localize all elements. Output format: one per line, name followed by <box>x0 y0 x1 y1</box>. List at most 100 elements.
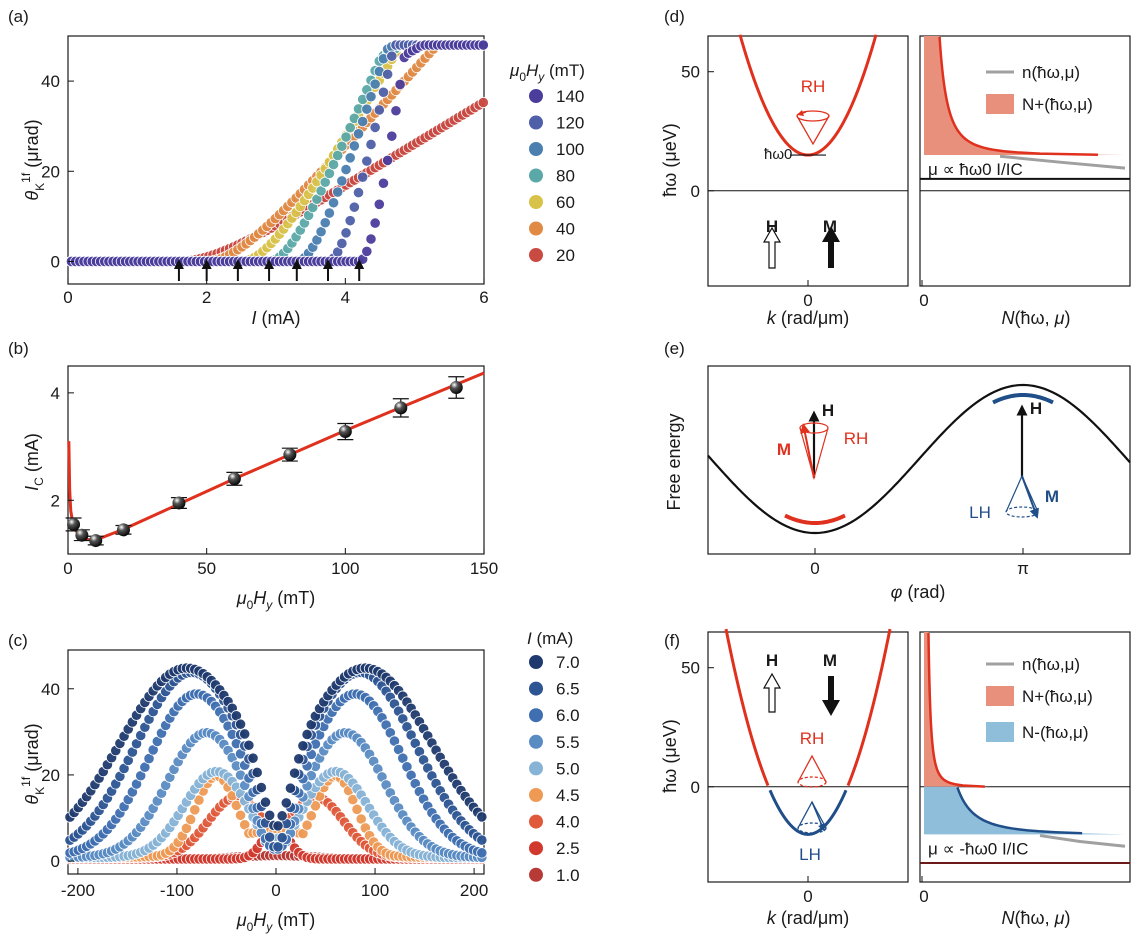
data-point <box>477 96 489 109</box>
legend-label: 100 <box>556 140 584 159</box>
marker <box>172 496 186 510</box>
data-point <box>247 752 259 764</box>
data-point <box>189 804 201 816</box>
panel-a-legend: μ0Hy (mT) 140 120 100 80 60 40 20 <box>509 61 585 265</box>
panel-e: 0 π H M RH H M LH Free energy φ (rad) <box>664 365 1131 602</box>
data-point <box>337 422 354 441</box>
panel-f-marks: 0 50 0 0 μ ∝ -ħω0 I/IC n(ħω,μ) N+(ħω,μ) N-(ħω,μ… <box>681 628 1130 906</box>
panel-c-ylabel: θK1f (μrad) <box>19 723 47 804</box>
data-point <box>365 233 377 245</box>
data-point <box>348 140 360 152</box>
marker <box>394 401 408 415</box>
dispersion-rh-left <box>724 628 770 787</box>
data-point <box>373 198 385 210</box>
data-point <box>276 810 288 822</box>
panel-c-legend: I (mA) 7.0 6.5 6.0 5.5 5.0 4.5 4.0 2.5 1.0 <box>527 629 580 885</box>
data-point <box>327 197 340 209</box>
mu-annotation: μ ∝ ħω0 I/IC <box>928 160 1023 179</box>
lh-label: LH <box>799 845 821 864</box>
x-tick-label: 4 <box>341 288 350 307</box>
data-point <box>226 471 243 486</box>
y-tick-label: 50 <box>681 659 700 678</box>
data-point <box>272 820 284 832</box>
data-point <box>301 819 313 831</box>
panel-e-frame <box>707 365 1131 555</box>
data-point <box>323 207 335 219</box>
lh-label: LH <box>969 503 991 522</box>
x-tick-label: 0 <box>919 291 928 310</box>
panel-d-ylabel: ħω (μeV) <box>660 123 680 196</box>
legend-label: 4.0 <box>556 813 580 832</box>
lh-m-vector <box>811 801 825 832</box>
x-tick-label: 200 <box>460 881 488 900</box>
panel-a-ticks: 0 2 4 6 0 20 40 <box>41 72 489 307</box>
data-point <box>234 718 247 730</box>
data-point <box>373 104 385 116</box>
panel-label-a: (a) <box>8 7 29 26</box>
panel-f: 0 50 0 0 μ ∝ -ħω0 I/IC n(ħω,μ) N+(ħω,μ) N-(ħω,μ… <box>660 628 1131 928</box>
panel-a-frame <box>67 35 485 285</box>
rh-cone <box>797 754 827 783</box>
marker <box>89 534 103 548</box>
data-point <box>255 781 267 794</box>
legend-marker <box>529 115 543 130</box>
data-point <box>390 105 402 117</box>
h-label: H <box>766 217 778 236</box>
legend-n-label: n(ħω,μ) <box>1022 655 1080 674</box>
marker <box>75 528 89 542</box>
legend-marker <box>529 142 543 156</box>
panel-a-ylabel: θK1f (μrad) <box>19 119 47 200</box>
mu-annotation: μ ∝ -ħω0 I/IC <box>928 839 1028 858</box>
rh-cone-rim <box>796 110 830 122</box>
data-point <box>305 810 317 822</box>
data-point <box>369 217 381 229</box>
x-tick-label: 0 <box>919 887 928 906</box>
data-point <box>348 201 360 213</box>
data-point <box>386 50 398 62</box>
legend-marker <box>529 761 543 776</box>
legend-marker <box>529 221 543 236</box>
marker <box>227 472 241 486</box>
data-point <box>170 496 187 510</box>
data-point <box>476 834 488 846</box>
m-arrow <box>822 226 840 268</box>
legend-nplus-label: N+(ħω,μ) <box>1022 95 1093 114</box>
data-point <box>297 740 309 752</box>
m-vector-right <box>1021 475 1039 519</box>
legend-marker <box>529 655 543 669</box>
data-point <box>340 163 352 176</box>
legend-marker <box>529 788 543 802</box>
data-point <box>185 813 197 826</box>
data-point <box>340 227 352 239</box>
h-label-left: H <box>822 401 834 420</box>
data-point <box>234 809 247 821</box>
panel-b-xlabel: μ0Hy (mT) <box>236 588 316 612</box>
panel-e-ylabel: Free energy <box>664 413 684 510</box>
x-tick-label: 50 <box>197 559 216 578</box>
y-tick-label: 50 <box>681 63 700 82</box>
data-point <box>239 728 251 740</box>
data-point <box>340 131 352 143</box>
y-tick-label: 20 <box>41 766 60 785</box>
panel-label-e: (e) <box>664 339 685 358</box>
marker <box>449 380 463 394</box>
panel-b-ylabel: IC (mA) <box>22 433 46 491</box>
data-point <box>319 217 331 229</box>
legend-marker <box>529 814 543 829</box>
panel-b: 0 50 100 150 2 4 μ0Hy (mT) IC (mA) <box>22 365 498 612</box>
legend-marker <box>529 681 543 696</box>
panel-d-left-frame <box>707 35 909 287</box>
data-point <box>377 86 390 98</box>
gap-label: ħω0 <box>764 146 792 163</box>
data-point <box>369 121 381 134</box>
panel-c-xlabel: μ0Hy (mT) <box>236 910 316 934</box>
data-point <box>289 767 301 779</box>
legend-label: 40 <box>556 220 575 239</box>
data-point <box>365 138 377 151</box>
data-point <box>115 523 132 537</box>
h-label: H <box>766 651 778 670</box>
data-point <box>361 245 373 257</box>
panel-b-marks <box>65 371 485 548</box>
data-point <box>336 175 348 187</box>
